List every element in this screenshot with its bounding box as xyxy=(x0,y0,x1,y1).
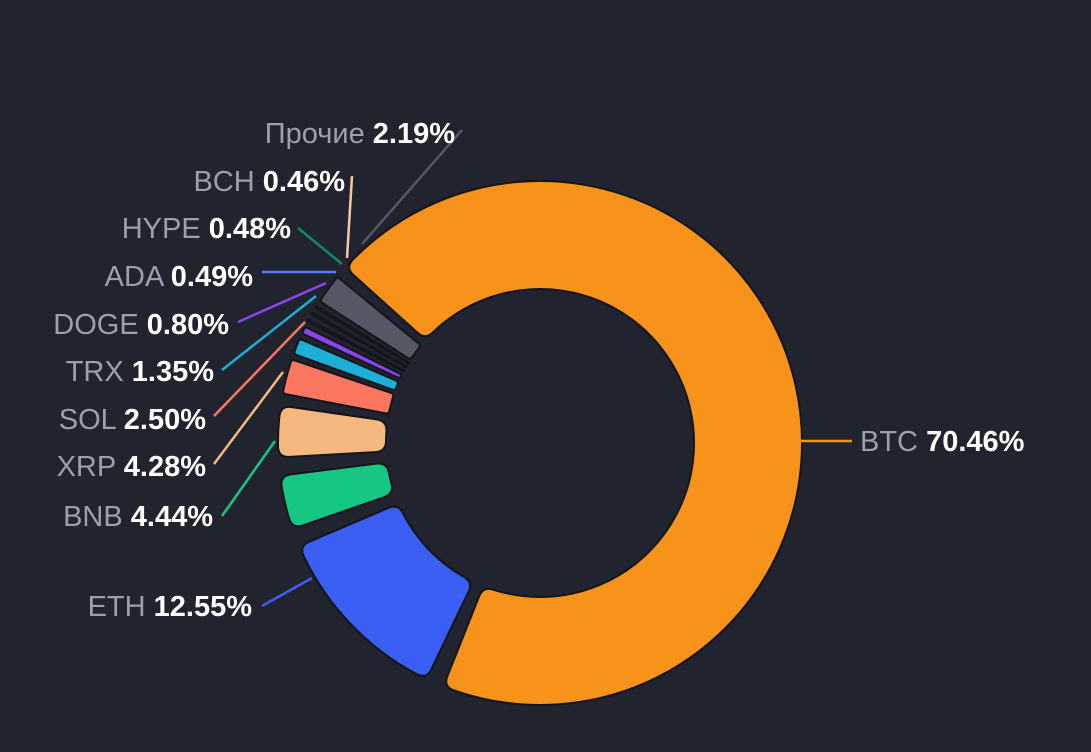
label-name-xrp: XRP xyxy=(57,451,124,483)
label-value-trx: 1.35% xyxy=(132,356,214,388)
label-value-hype: 0.48% xyxy=(209,213,291,245)
slice-btc[interactable] xyxy=(348,180,803,706)
leader-line-eth xyxy=(261,576,313,608)
leader-line-hype xyxy=(297,227,343,265)
slice-eth[interactable] xyxy=(301,505,472,677)
label-eth: ETH 12.55% xyxy=(88,591,253,623)
slice-xrp[interactable] xyxy=(277,405,388,458)
label-trx: TRX 1.35% xyxy=(66,356,215,388)
slice-other[interactable] xyxy=(319,276,421,360)
slice-ada[interactable] xyxy=(306,318,406,373)
label-name-sol: SOL xyxy=(59,404,124,436)
label-btc: BTC 70.46% xyxy=(860,426,1025,458)
label-value-sol: 2.50% xyxy=(124,404,206,436)
label-value-xrp: 4.28% xyxy=(124,451,206,483)
label-name-ada: ADA xyxy=(105,261,171,293)
slice-doge[interactable] xyxy=(301,326,403,379)
leader-line-doge xyxy=(237,281,327,324)
label-ada: ADA 0.49% xyxy=(105,261,254,293)
label-value-bch: 0.46% xyxy=(263,166,345,198)
leader-line-bch xyxy=(345,175,354,259)
leader-line-other xyxy=(361,129,463,245)
label-sol: SOL 2.50% xyxy=(59,404,206,436)
leader-line-sol xyxy=(213,321,306,417)
slice-sol[interactable] xyxy=(282,359,395,415)
label-name-doge: DOGE xyxy=(53,309,146,341)
label-value-doge: 0.80% xyxy=(147,309,229,341)
label-name-btc: BTC xyxy=(860,426,926,458)
label-value-eth: 12.55% xyxy=(154,591,253,623)
slice-bnb[interactable] xyxy=(280,462,394,528)
label-bnb: BNB 4.44% xyxy=(63,501,213,533)
labels-layer: BTC 70.46%ETH 12.55%BNB 4.44%XRP 4.28%SO… xyxy=(53,118,1024,623)
leader-line-trx xyxy=(221,295,317,371)
label-name-bch: BCH xyxy=(193,166,262,198)
label-hype: HYPE 0.48% xyxy=(122,213,291,245)
leader-lines-layer xyxy=(213,129,852,608)
label-other: Прочие 2.19% xyxy=(265,118,455,150)
label-name-trx: TRX xyxy=(66,356,132,388)
label-value-bnb: 4.44% xyxy=(131,501,213,533)
label-xrp: XRP 4.28% xyxy=(57,451,207,483)
slice-hype[interactable] xyxy=(310,311,408,369)
label-value-other: 2.19% xyxy=(373,118,455,150)
leader-line-bnb xyxy=(220,440,277,517)
slices-layer xyxy=(277,180,803,706)
label-value-ada: 0.49% xyxy=(171,261,253,293)
label-name-other: Прочие xyxy=(265,118,373,150)
label-name-hype: HYPE xyxy=(122,213,209,245)
label-name-bnb: BNB xyxy=(63,501,131,533)
slice-bch[interactable] xyxy=(314,304,411,365)
slice-trx[interactable] xyxy=(293,338,399,391)
label-doge: DOGE 0.80% xyxy=(53,309,229,341)
label-bch: BCH 0.46% xyxy=(193,166,345,198)
label-name-eth: ETH xyxy=(88,591,154,623)
label-value-btc: 70.46% xyxy=(926,426,1025,458)
leader-line-xrp xyxy=(213,371,284,465)
